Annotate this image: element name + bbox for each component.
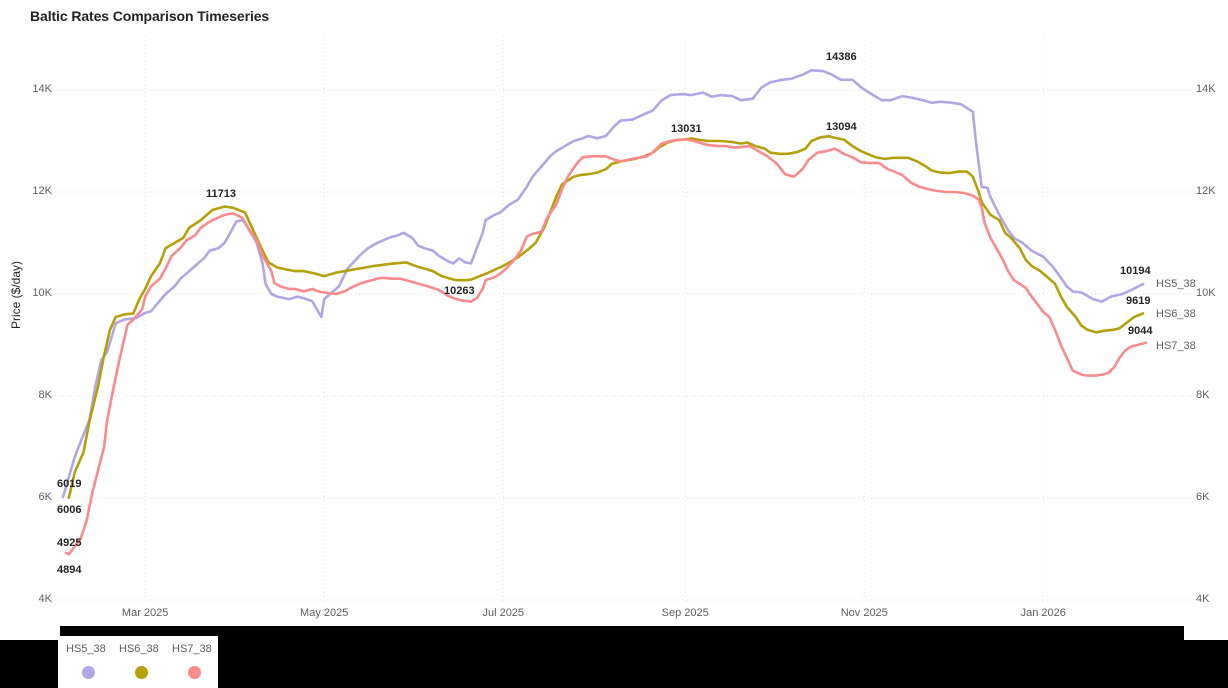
y-axis-tick-label-left: 6K bbox=[38, 491, 52, 503]
y-axis-tick-label-right: 6K bbox=[1196, 491, 1210, 503]
y-axis-tick-label-left: 4K bbox=[38, 593, 52, 605]
y-axis-tick-label-right: 14K bbox=[1196, 83, 1216, 95]
data-label: 9044 bbox=[1128, 325, 1153, 337]
legend-color-dot bbox=[188, 666, 201, 679]
data-label: 9619 bbox=[1126, 295, 1151, 307]
legend-item-label: HS6_38 bbox=[119, 643, 159, 655]
y-axis-tick-label-right: 12K bbox=[1196, 185, 1216, 197]
x-axis-tick-label: Sep 2025 bbox=[661, 607, 709, 619]
data-label: 10194 bbox=[1120, 265, 1151, 277]
legend-color-dot bbox=[82, 666, 95, 679]
footer-bar bbox=[60, 626, 1184, 640]
data-label: 13031 bbox=[671, 123, 702, 135]
data-label: 4894 bbox=[57, 564, 82, 576]
y-axis-tick-label-left: 12K bbox=[32, 185, 52, 197]
x-axis-tick-label: Mar 2025 bbox=[121, 607, 169, 619]
data-label: 6019 bbox=[57, 478, 82, 490]
x-axis-tick-label: Jan 2026 bbox=[1020, 607, 1066, 619]
y-axis-tick-label-right: 10K bbox=[1196, 287, 1216, 299]
x-axis-tick-label: Nov 2025 bbox=[840, 607, 888, 619]
series-end-label: HS5_38 bbox=[1156, 278, 1196, 290]
x-axis-tick-label: Jul 2025 bbox=[482, 607, 525, 619]
series-end-label: HS6_38 bbox=[1156, 308, 1196, 320]
data-label: 6006 bbox=[57, 504, 82, 516]
y-axis-tick-label-right: 8K bbox=[1196, 389, 1210, 401]
legend-color-dot bbox=[135, 666, 148, 679]
series-line-HS7_38[interactable] bbox=[64, 138, 1148, 556]
legend-item-label: HS7_38 bbox=[172, 643, 212, 655]
data-label: 10263 bbox=[444, 285, 475, 297]
data-label: 4925 bbox=[57, 537, 82, 549]
x-axis-tick-label: May 2025 bbox=[300, 607, 349, 619]
series-line-HS6_38[interactable] bbox=[67, 134, 1145, 500]
data-label: 13094 bbox=[826, 121, 857, 133]
series-end-label: HS7_38 bbox=[1156, 340, 1196, 352]
y-axis-tick-label-left: 14K bbox=[32, 83, 52, 95]
y-axis-tick-label-left: 10K bbox=[32, 287, 52, 299]
chart-title: Baltic Rates Comparison Timeseries bbox=[30, 8, 270, 24]
y-axis-tick-label-right: 4K bbox=[1196, 593, 1210, 605]
data-label: 14386 bbox=[826, 51, 857, 63]
series-line-HS5_38[interactable] bbox=[61, 69, 1145, 499]
legend: HS5_38 HS6_38 HS7_38 bbox=[58, 636, 218, 688]
legend-item-label: HS5_38 bbox=[66, 643, 106, 655]
data-label: 11713 bbox=[206, 188, 236, 200]
y-axis-tick-label-left: 8K bbox=[38, 389, 52, 401]
